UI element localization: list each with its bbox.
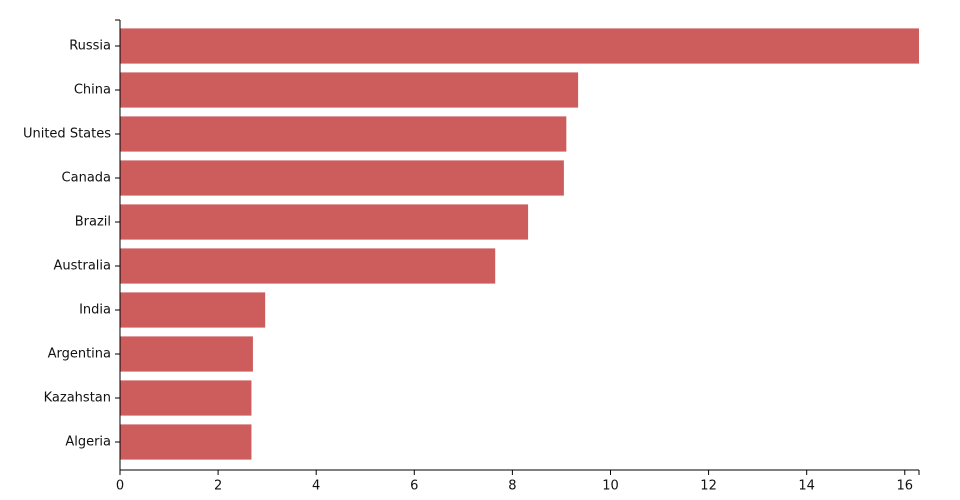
x-tick-label: 4	[312, 479, 320, 494]
y-tick-label: Australia	[53, 259, 111, 274]
bar	[120, 424, 252, 460]
x-tick-label: 0	[116, 479, 124, 494]
x-tick-label: 12	[700, 479, 717, 494]
x-tick-label: 10	[602, 479, 619, 494]
x-tick-label: 8	[508, 479, 516, 494]
x-tick-label: 6	[410, 479, 418, 494]
x-tick-label: 16	[897, 479, 914, 494]
y-tick-label: Canada	[62, 171, 111, 186]
bar	[120, 248, 496, 284]
bar	[120, 336, 253, 372]
y-tick-label: Argentina	[48, 347, 111, 362]
bar	[120, 72, 579, 108]
bar	[120, 28, 919, 64]
bar	[120, 292, 266, 328]
x-tick-label: 2	[214, 479, 222, 494]
y-tick-label: United States	[23, 127, 111, 142]
bar	[120, 160, 564, 196]
y-tick-label: Russia	[69, 39, 111, 54]
y-tick-label: Brazil	[75, 215, 111, 230]
y-tick-label: Algeria	[65, 435, 111, 450]
bar	[120, 204, 529, 240]
y-tick-label: India	[79, 303, 111, 318]
bar	[120, 116, 567, 152]
y-tick-label: China	[74, 83, 111, 98]
y-tick-label: Kazahstan	[44, 391, 111, 406]
bar	[120, 380, 252, 416]
x-tick-label: 14	[798, 479, 815, 494]
